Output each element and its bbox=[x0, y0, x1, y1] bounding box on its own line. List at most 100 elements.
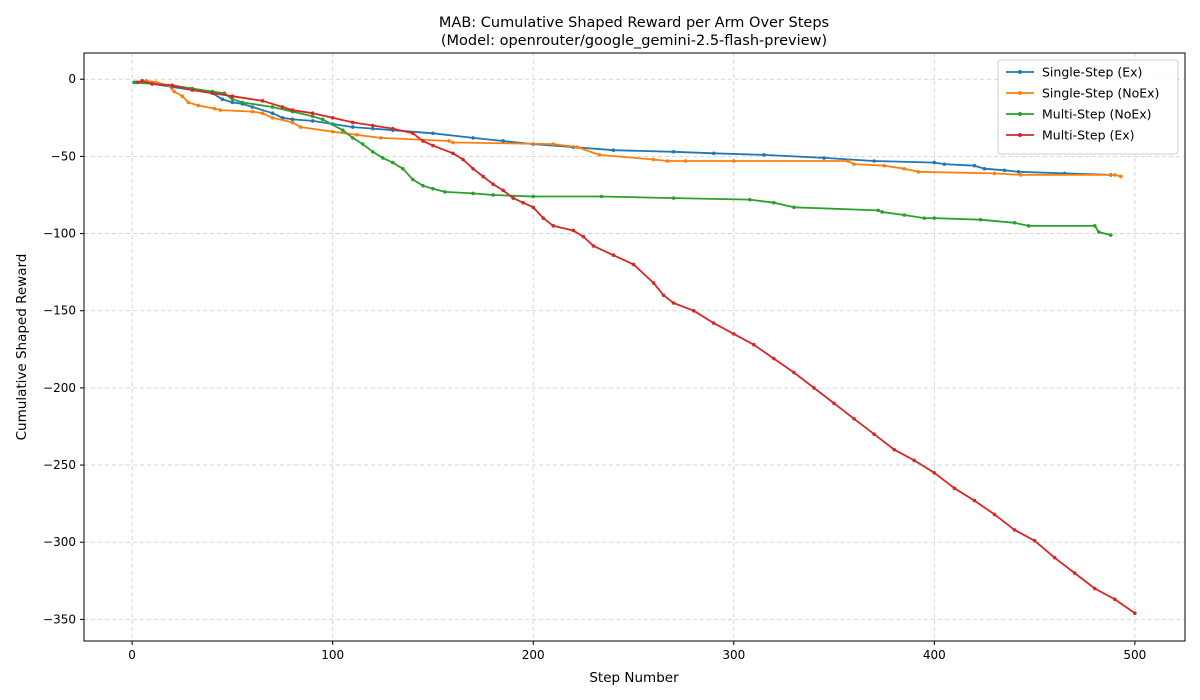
data-point-multi-step-ex bbox=[731, 332, 736, 336]
data-point-multi-step-ex bbox=[150, 82, 154, 86]
data-point-single-step-ex bbox=[250, 105, 255, 109]
data-point-multi-step-noex bbox=[876, 208, 880, 213]
data-point-multi-step-noex bbox=[320, 117, 325, 122]
data-point-multi-step-noex bbox=[1092, 224, 1097, 228]
data-point-multi-step-noex bbox=[1096, 230, 1101, 234]
data-point-single-step-noex bbox=[186, 100, 191, 105]
data-point-single-step-noex bbox=[902, 166, 907, 171]
data-point-single-step-noex bbox=[447, 139, 451, 143]
data-point-multi-step-ex bbox=[952, 486, 957, 491]
legend-marker bbox=[1018, 112, 1022, 116]
y-tick-label: −100 bbox=[43, 227, 76, 241]
data-point-multi-step-noex bbox=[1012, 220, 1017, 225]
data-point-single-step-ex bbox=[501, 139, 505, 143]
data-point-multi-step-ex bbox=[1072, 571, 1077, 575]
data-point-multi-step-ex bbox=[481, 174, 485, 179]
data-point-multi-step-ex bbox=[491, 182, 495, 186]
data-point-single-step-noex bbox=[1113, 173, 1117, 177]
data-point-multi-step-ex bbox=[651, 281, 656, 285]
data-point-multi-step-noex bbox=[880, 210, 884, 214]
data-point-single-step-ex bbox=[972, 163, 977, 168]
series-line-single-step-noex bbox=[141, 79, 1122, 178]
data-point-single-step-ex bbox=[872, 159, 876, 163]
data-point-single-step-noex bbox=[379, 136, 383, 140]
data-point-multi-step-ex bbox=[661, 293, 666, 298]
legend-label: Single-Step (Ex) bbox=[1042, 65, 1142, 80]
legend-label: Single-Step (NoEx) bbox=[1042, 86, 1159, 101]
data-point-multi-step-ex bbox=[832, 401, 836, 406]
data-point-single-step-noex bbox=[846, 159, 850, 163]
data-point-single-step-ex bbox=[671, 149, 676, 154]
data-point-multi-step-noex bbox=[792, 205, 796, 210]
data-point-single-step-ex bbox=[711, 151, 716, 156]
data-point-multi-step-ex bbox=[521, 200, 525, 205]
chart-title: MAB: Cumulative Shaped Reward per Arm Ov… bbox=[439, 15, 829, 31]
data-point-single-step-noex bbox=[196, 103, 201, 108]
data-point-single-step-ex bbox=[290, 117, 295, 122]
data-point-single-step-ex bbox=[982, 166, 987, 171]
y-tick-label: −350 bbox=[43, 612, 76, 626]
legend: Single-Step (Ex) Single-Step (NoEx) Multi-… bbox=[997, 59, 1179, 155]
data-point-multi-step-ex bbox=[1113, 597, 1117, 602]
data-point-single-step-noex bbox=[683, 159, 688, 163]
data-point-multi-step-ex bbox=[330, 116, 335, 120]
data-point-multi-step-ex bbox=[461, 157, 465, 162]
data-point-single-step-ex bbox=[370, 126, 375, 131]
data-point-multi-step-ex bbox=[892, 447, 897, 452]
data-point-multi-step-noex bbox=[310, 114, 315, 119]
data-point-multi-step-ex bbox=[611, 253, 616, 257]
data-point-multi-step-ex bbox=[190, 88, 195, 92]
ticks: 0 100 200 300 400 500 0 −50 −100 −150 −200 −250 −300… bbox=[43, 72, 1146, 662]
data-point-multi-step-ex bbox=[421, 139, 425, 143]
data-point-single-step-noex bbox=[290, 120, 295, 125]
data-point-multi-step-noex bbox=[922, 216, 927, 220]
data-point-single-step-noex bbox=[1119, 174, 1123, 179]
data-point-multi-step-ex bbox=[310, 111, 315, 115]
data-point-multi-step-ex bbox=[411, 131, 415, 136]
data-point-multi-step-ex bbox=[792, 370, 796, 375]
x-tick-label: 500 bbox=[1123, 648, 1146, 662]
data-point-multi-step-ex bbox=[531, 205, 536, 210]
data-point-single-step-ex bbox=[471, 136, 475, 140]
data-point-multi-step-ex bbox=[972, 498, 977, 503]
data-point-multi-step-ex bbox=[671, 301, 676, 305]
data-point-multi-step-noex bbox=[932, 216, 937, 220]
data-point-single-step-noex bbox=[597, 153, 602, 157]
data-point-multi-step-noex bbox=[240, 100, 245, 105]
data-point-single-step-noex bbox=[451, 140, 455, 145]
data-point-multi-step-ex bbox=[230, 94, 235, 99]
data-point-single-step-noex bbox=[172, 89, 177, 94]
series-line-multi-step-ex bbox=[137, 79, 1136, 614]
data-point-multi-step-noex bbox=[748, 197, 752, 202]
data-point-multi-step-noex bbox=[360, 142, 365, 146]
legend-marker bbox=[1018, 133, 1022, 137]
data-point-single-step-noex bbox=[916, 170, 921, 174]
data-point-single-step-noex bbox=[180, 94, 185, 99]
legend-marker bbox=[1018, 91, 1022, 95]
data-point-multi-step-ex bbox=[290, 108, 295, 112]
data-point-multi-step-ex bbox=[170, 83, 175, 88]
legend-label: Multi-Step (Ex) bbox=[1042, 128, 1135, 143]
data-point-single-step-ex bbox=[932, 160, 937, 165]
x-axis-label: Step Number bbox=[589, 670, 679, 686]
data-point-single-step-noex bbox=[250, 109, 255, 114]
data-point-multi-step-ex bbox=[260, 99, 265, 103]
y-tick-label: −200 bbox=[43, 381, 76, 395]
data-point-single-step-noex bbox=[298, 125, 303, 129]
data-point-multi-step-noex bbox=[230, 97, 235, 102]
data-point-multi-step-ex bbox=[772, 356, 776, 361]
data-point-multi-step-noex bbox=[443, 190, 447, 194]
data-point-multi-step-ex bbox=[431, 143, 435, 148]
data-point-single-step-noex bbox=[218, 108, 223, 112]
data-point-single-step-noex bbox=[154, 80, 158, 85]
data-point-multi-step-ex bbox=[391, 126, 395, 131]
y-tick-label: 0 bbox=[68, 72, 76, 86]
data-point-multi-step-noex bbox=[671, 196, 676, 200]
data-point-multi-step-ex bbox=[136, 80, 140, 85]
data-point-single-step-ex bbox=[220, 97, 225, 102]
data-point-multi-step-ex bbox=[511, 196, 515, 200]
y-tick-label: −50 bbox=[51, 149, 76, 163]
series-lines bbox=[132, 78, 1137, 616]
legend-label: Multi-Step (NoEx) bbox=[1042, 107, 1152, 122]
